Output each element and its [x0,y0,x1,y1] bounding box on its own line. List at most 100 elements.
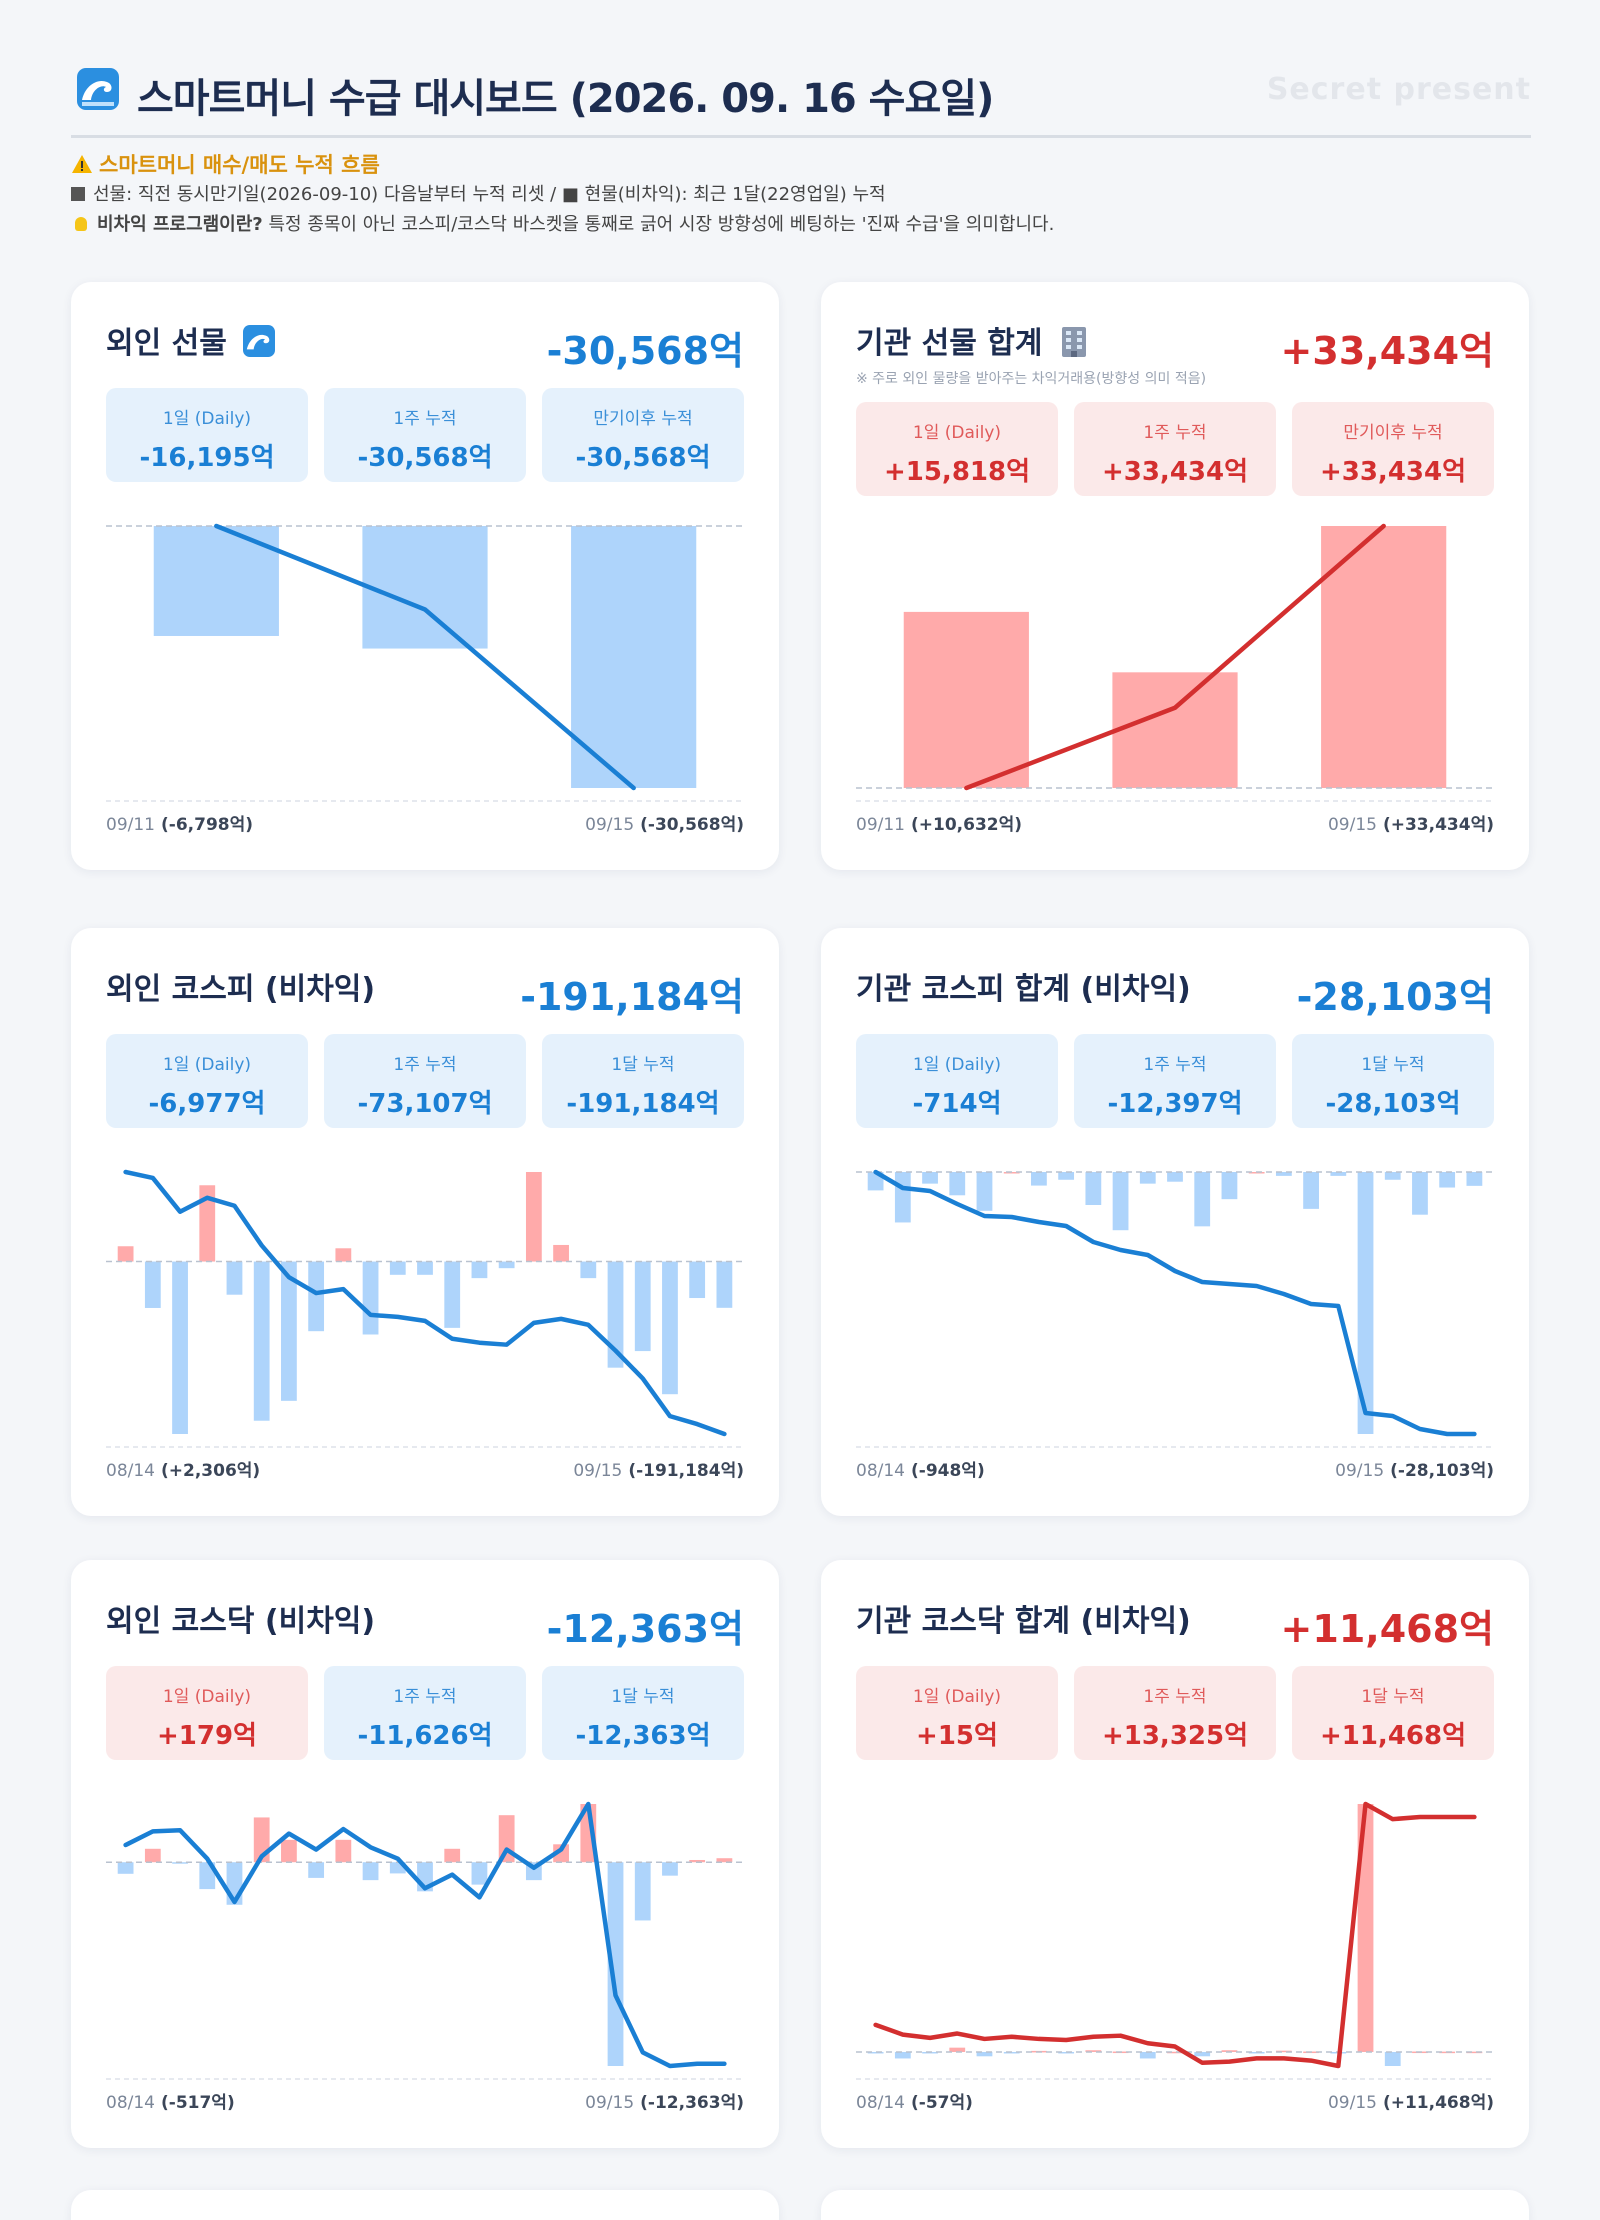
footer-end-value: (-30,568억) [640,815,744,835]
footer-start: 08/14 (-57억) [856,2088,973,2113]
footer-end: 09/15 (+11,468억) [1328,2088,1494,2113]
scope-text: 선물: 직전 동시만기일(2026-09-10) 다음날부터 누적 리셋 / ■… [93,184,886,205]
metrics-row: 1일 (Daily) -6,977억 1주 누적 -73,107억 1달 누적 -19… [106,1034,744,1128]
metric-daily: 1일 (Daily) +179억 [106,1666,308,1760]
card-partial [821,2190,1529,2220]
daily-bar [1112,1172,1129,1231]
footer-start-date: 08/14 [856,2093,905,2113]
daily-bar [949,1172,966,1196]
definition-title: 비차익 프로그램이란? [97,214,263,235]
warning-note: 스마트머니 매수/매도 누적 흐름 [71,150,1531,180]
metric-label: 1일 (Daily) [162,1687,252,1707]
daily-bar [1194,2051,1211,2057]
chart-footer: 08/14 (-57억) 09/15 (+11,468억) [856,2088,1494,2113]
daily-bar [1321,526,1447,788]
metric-month: 1달 누적 -28,103억 [1292,1034,1494,1128]
daily-bar [1466,1172,1483,1186]
card-title: 기관 코스닥 합계 (비차익) [856,1604,1191,1639]
daily-bar [498,1261,515,1269]
footer-start-date: 09/11 [856,815,905,835]
daily-bar [903,611,1029,788]
chart-footer: 08/14 (-517억) 09/15 (-12,363억) [106,2088,744,2113]
lightbulb-icon [75,217,87,231]
daily-bar [976,1172,993,1211]
footer-end-date: 09/15 [1335,1461,1385,1481]
daily-bar [362,526,488,649]
daily-bar [894,2051,911,2059]
card-institution-futures: 기관 선물 합계 ※ 주로 외인 물량을 받아주는 차익거래용(방향성 의미 적… [821,282,1529,870]
daily-bar [144,1261,161,1308]
metric-value: -191,184억 [566,1089,720,1119]
cumulative-line [214,523,636,791]
daily-bar [1221,2050,1238,2052]
wave-icon [77,68,119,110]
footer-end-date: 09/15 [1327,2093,1377,2113]
daily-bar [335,1839,352,1863]
metric-label: 1일 (Daily) [912,1055,1002,1075]
card-partial [71,2190,779,2220]
daily-bar [444,1848,461,1863]
warning-icon [72,155,92,173]
notes: 스마트머니 매수/매도 누적 흐름 선물: 직전 동시만기일(2026-09-1… [71,150,1531,240]
metric-label: 1일 (Daily) [912,1687,1002,1707]
daily-bar [1357,1172,1374,1434]
metric-month: 1달 누적 +11,468억 [1292,1666,1494,1760]
footer-start-value: (-57억) [911,2093,973,2113]
daily-bar [1412,1172,1428,1215]
footer-start-date: 08/14 [106,2093,155,2113]
metric-value: -12,363억 [575,1721,711,1751]
metric-week: 1주 누적 -12,397억 [1074,1034,1276,1128]
card-total: +33,434억 [1280,329,1494,373]
chart-footer: 09/11 (-6,798억) 09/15 (-30,568억) [106,810,744,835]
metrics-row: 1일 (Daily) +15,818억 1주 누적 +33,434억 만기이후 누적… [856,402,1494,496]
footer-end-value: (-28,103억) [1390,1461,1494,1481]
scope-note: 선물: 직전 동시만기일(2026-09-10) 다음날부터 누적 리셋 / ■… [71,180,1531,210]
metric-value: -714억 [912,1089,1002,1119]
metric-label: 1일 (Daily) [162,409,252,429]
metric-label: 1주 누적 [393,1687,457,1707]
daily-bar [1194,1172,1211,1227]
daily-bar [444,1261,461,1328]
daily-bar [117,1862,134,1874]
daily-bar [571,526,697,788]
metrics-row: 1일 (Daily) +15억 1주 누적 +13,325억 1달 누적 +11,46… [856,1666,1494,1760]
footer-end-value: (+11,468억) [1382,2093,1494,2113]
metric-label: 1주 누적 [1143,423,1207,443]
metric-daily: 1일 (Daily) +15,818억 [856,402,1058,496]
footer-end-date: 09/15 [585,815,635,835]
card-total: -28,103억 [1296,975,1494,1019]
footer-start: 09/11 (+10,632억) [856,810,1022,835]
metric-value: +15,818억 [883,457,1031,487]
daily-bar [199,1185,216,1262]
metric-label: 1주 누적 [1143,1055,1207,1075]
card-total: -30,568억 [546,329,744,373]
daily-bar [634,1261,651,1352]
square-bullet-icon [71,187,85,201]
card-title: 외인 선물 [106,318,276,362]
daily-bar [949,2047,966,2052]
footer-start: 08/14 (+2,306억) [106,1456,260,1481]
daily-bar [867,2051,884,2054]
daily-bar [1384,1172,1401,1180]
flow-chart [106,1801,744,2080]
daily-bar [1275,1172,1292,1176]
metrics-row: 1일 (Daily) +179억 1주 누적 -11,626억 1달 누적 -12,3… [106,1666,744,1760]
footer-start-date: 08/14 [106,1461,155,1481]
daily-bar [226,1261,243,1295]
card-title-text: 외인 선물 [106,326,227,361]
footer-end-value: (+33,434억) [1382,815,1494,835]
metric-label: 1주 누적 [1143,1687,1207,1707]
daily-bar [716,1858,733,1863]
metric-label: 만기이후 누적 [1343,423,1443,443]
daily-bar [1466,2051,1483,2054]
warning-text: 스마트머니 매수/매도 누적 흐름 [99,153,380,177]
card-title: 외인 코스닥 (비차익) [106,1604,376,1639]
daily-bar [172,1261,188,1434]
footer-start-value: (+10,632억) [911,815,1023,835]
daily-bar [1275,2050,1292,2053]
daily-bar [362,1862,379,1881]
chart-footer: 09/11 (+10,632억) 09/15 (+33,434억) [856,810,1494,835]
metric-week: 1주 누적 -30,568억 [324,388,526,482]
footer-end: 09/15 (+33,434억) [1328,810,1494,835]
definition-note: 비차익 프로그램이란? 특정 종목이 아닌 코스피/코스닥 바스켓을 통째로 긁… [71,210,1531,240]
